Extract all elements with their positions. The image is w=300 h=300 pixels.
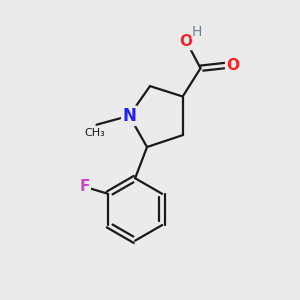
Text: CH₃: CH₃ <box>85 128 105 138</box>
Text: O: O <box>179 34 192 49</box>
Text: O: O <box>226 58 239 73</box>
Text: H: H <box>192 25 202 39</box>
Text: F: F <box>80 179 90 194</box>
Text: N: N <box>122 107 136 125</box>
